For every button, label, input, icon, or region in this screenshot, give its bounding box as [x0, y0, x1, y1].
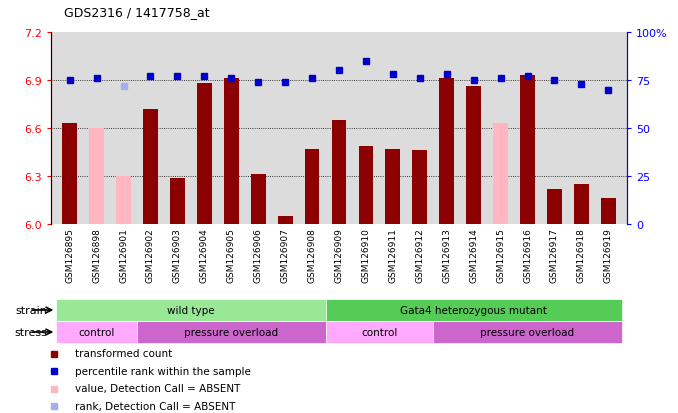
Bar [520, 76, 535, 224]
Bar [325, 299, 622, 321]
Bar [433, 321, 622, 343]
Text: GDS2316 / 1417758_at: GDS2316 / 1417758_at [64, 6, 210, 19]
Bar [116, 177, 131, 224]
Text: control: control [361, 327, 397, 337]
Text: stress: stress [15, 327, 47, 337]
Bar [251, 175, 266, 224]
Bar [278, 216, 292, 224]
Text: pressure overload: pressure overload [481, 327, 574, 337]
Bar [197, 84, 212, 224]
Bar [493, 124, 508, 224]
Bar [359, 146, 374, 224]
Bar [547, 190, 562, 224]
Bar [601, 199, 616, 224]
Text: control: control [79, 327, 115, 337]
Bar [304, 150, 319, 224]
Bar [325, 321, 433, 343]
Bar [56, 299, 325, 321]
Bar [89, 129, 104, 224]
Bar [143, 109, 158, 224]
Bar [439, 79, 454, 224]
Text: wild type: wild type [167, 305, 215, 315]
Bar [574, 185, 589, 224]
Text: strain: strain [16, 305, 47, 315]
Bar [62, 124, 77, 224]
Bar [137, 321, 325, 343]
Bar [170, 178, 185, 224]
Text: rank, Detection Call = ABSENT: rank, Detection Call = ABSENT [75, 401, 235, 411]
Text: percentile rank within the sample: percentile rank within the sample [75, 366, 250, 376]
Bar [332, 121, 346, 224]
Text: transformed count: transformed count [75, 349, 172, 358]
Text: Gata4 heterozygous mutant: Gata4 heterozygous mutant [400, 305, 547, 315]
Bar [386, 150, 400, 224]
Bar [56, 321, 137, 343]
Text: value, Detection Call = ABSENT: value, Detection Call = ABSENT [75, 384, 240, 394]
Bar [224, 79, 239, 224]
Bar [466, 87, 481, 224]
Bar [412, 151, 427, 224]
Text: pressure overload: pressure overload [184, 327, 279, 337]
